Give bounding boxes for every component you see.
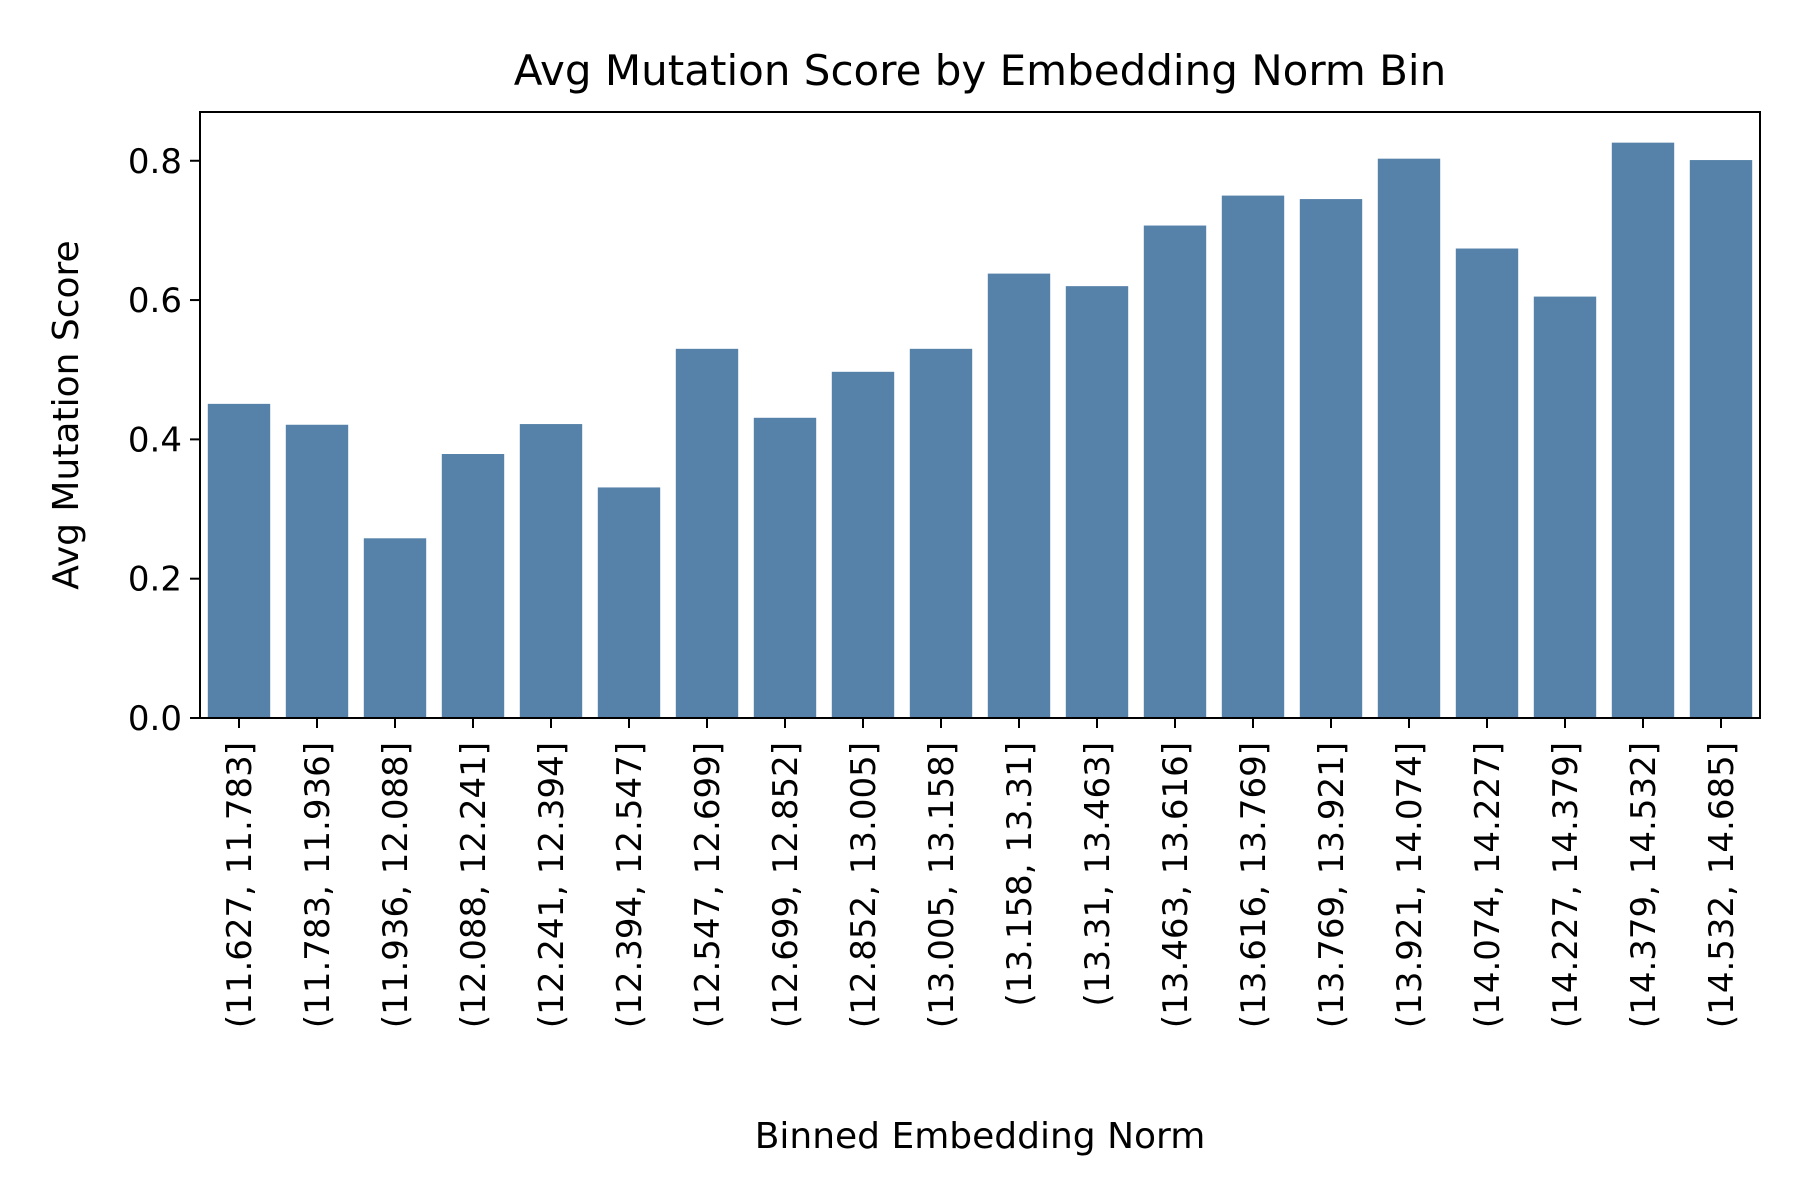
plot-frame <box>199 111 1761 719</box>
x-tick-label-13: (13.463, 13.616] <box>1156 742 1196 1028</box>
x-tick-label-2: (11.783, 11.936] <box>298 742 338 1028</box>
bar-19 <box>1611 142 1675 718</box>
bar-6 <box>597 487 661 718</box>
bar-16 <box>1377 158 1441 719</box>
x-tick-label-15: (13.769, 13.921] <box>1312 742 1352 1028</box>
x-tick-label-11: (13.158, 13.31] <box>1000 742 1040 1006</box>
y-tick-label-1: 0.0 <box>128 699 182 739</box>
y-axis-label: Avg Mutation Score <box>46 240 87 589</box>
bar-2 <box>285 424 349 718</box>
bar-14 <box>1221 195 1285 719</box>
bar-13 <box>1143 225 1207 719</box>
bar-8 <box>753 417 817 718</box>
bar-15 <box>1299 199 1363 718</box>
x-tick-label-16: (13.921, 14.074] <box>1390 742 1430 1028</box>
x-tick-label-9: (12.852, 13.005] <box>844 742 884 1028</box>
bars-group <box>207 142 1753 719</box>
bar-3 <box>363 538 427 718</box>
x-tick-label-12: (13.31, 13.463] <box>1078 742 1118 1006</box>
y-tick-label-2: 0.2 <box>128 560 182 600</box>
bar-1 <box>207 403 271 718</box>
x-tick-label-1: (11.627, 11.783] <box>220 742 260 1028</box>
x-tick-label-4: (12.088, 12.241] <box>454 742 494 1028</box>
bar-4 <box>441 454 505 718</box>
x-tick-label-8: (12.699, 12.852] <box>766 742 806 1028</box>
y-axis: 0.0 0.2 0.4 0.6 0.8 <box>128 142 200 739</box>
y-tick-label-3: 0.4 <box>128 420 182 460</box>
x-axis: (11.627, 11.783] (11.783, 11.936] (11.936,… <box>220 718 1742 1028</box>
x-tick-label-18: (14.227, 14.379] <box>1546 742 1586 1028</box>
x-tick-label-14: (13.616, 13.769] <box>1234 742 1274 1028</box>
x-tick-label-17: (14.074, 14.227] <box>1468 742 1508 1028</box>
x-tick-label-5: (12.241, 12.394] <box>532 742 572 1028</box>
x-tick-label-3: (11.936, 12.088] <box>376 742 416 1028</box>
bar-9 <box>831 371 895 718</box>
x-tick-label-20: (14.532, 14.685] <box>1702 742 1742 1028</box>
x-tick-label-6: (12.394, 12.547] <box>610 742 650 1028</box>
chart-title: Avg Mutation Score by Embedding Norm Bin <box>514 46 1446 95</box>
bar-17 <box>1455 248 1519 718</box>
bar-18 <box>1533 296 1597 718</box>
x-tick-label-10: (13.005, 13.158] <box>922 742 962 1028</box>
x-axis-label: Binned Embedding Norm <box>755 1116 1206 1157</box>
x-tick-label-7: (12.547, 12.699] <box>688 742 728 1028</box>
y-tick-label-4: 0.6 <box>128 281 182 321</box>
bar-12 <box>1065 286 1129 718</box>
bar-20 <box>1689 160 1753 718</box>
bar-10 <box>909 348 973 718</box>
y-tick-label-5: 0.8 <box>128 142 182 182</box>
bar-7 <box>675 348 739 718</box>
x-tick-label-19: (14.379, 14.532] <box>1624 742 1664 1028</box>
bar-11 <box>987 273 1051 718</box>
bar-5 <box>519 424 583 718</box>
